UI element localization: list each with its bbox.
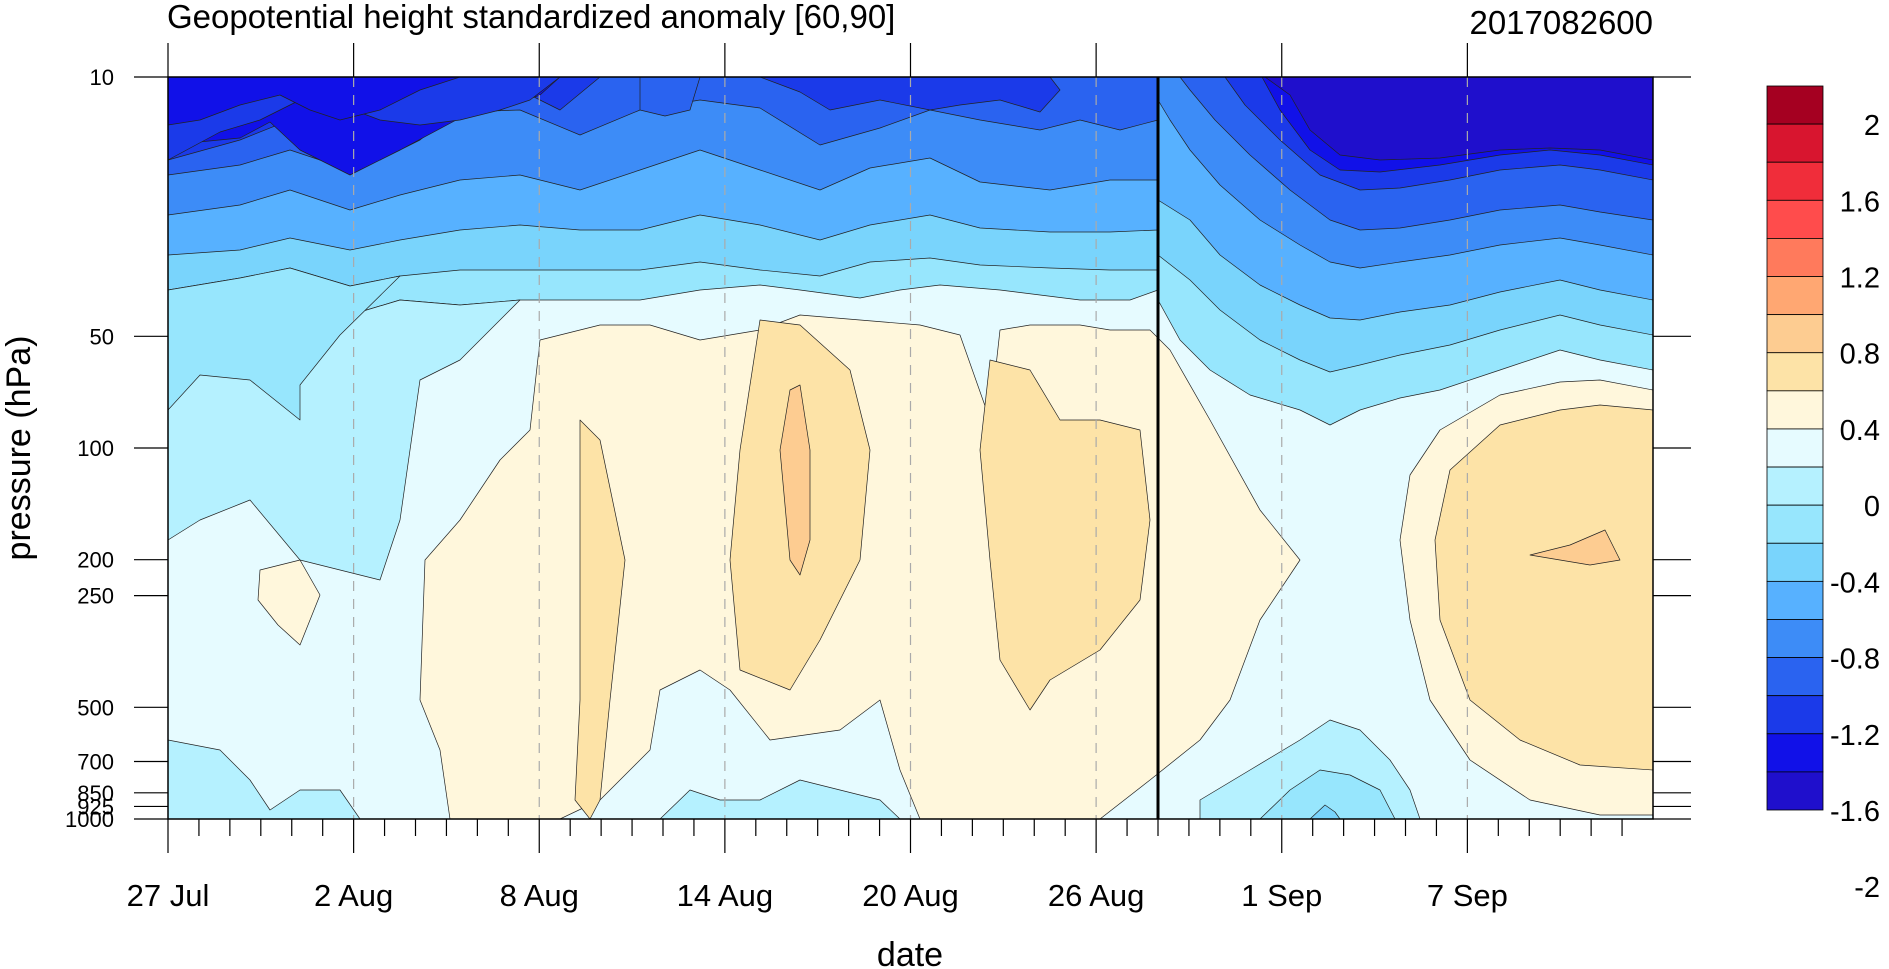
date-gridlines xyxy=(353,77,1468,819)
y-tick-label: 1000 xyxy=(65,807,114,832)
x-tick-label: 7 Sep xyxy=(1427,878,1508,913)
x-tick-label: 27 Jul xyxy=(127,878,210,913)
colorbar-swatch xyxy=(1766,771,1824,811)
chart-date-label: 2017082600 xyxy=(1469,4,1653,41)
colorbar-label: 0.8 xyxy=(1840,339,1880,371)
colorbar-label: -0.4 xyxy=(1830,567,1880,599)
contour-region xyxy=(168,267,401,421)
colorbar-label: 0.4 xyxy=(1840,415,1880,447)
contour-region xyxy=(1529,529,1621,566)
colorbar-swatch xyxy=(1766,199,1824,239)
colorbar-label: 2 xyxy=(1864,110,1880,142)
contour-region xyxy=(1434,404,1653,771)
x-axis: 27 Jul 2 Aug 8 Aug 14 Aug 20 Aug 26 Aug 1 Sep 7… xyxy=(127,43,1623,913)
y-tick-label: 50 xyxy=(90,324,114,349)
y-tick-label: 100 xyxy=(77,436,114,461)
colorbar-label: -2 xyxy=(1854,872,1880,904)
y-tick-label: 200 xyxy=(77,548,114,573)
colorbar-swatch xyxy=(1766,695,1824,735)
y-tick-label: 250 xyxy=(77,584,114,609)
colorbar-label: 1.2 xyxy=(1840,263,1880,295)
contour-region xyxy=(1264,77,1653,161)
contour-region xyxy=(168,77,461,126)
x-tick-label: 2 Aug xyxy=(314,878,393,913)
colorbar-swatch xyxy=(1766,657,1824,697)
colorbar-swatch xyxy=(1766,161,1824,201)
colorbar-swatch xyxy=(1766,619,1824,658)
x-tick-label: 26 Aug xyxy=(1048,878,1145,913)
y-tick-label: 700 xyxy=(77,750,114,775)
contour-region xyxy=(979,359,1151,711)
x-tick-label: 1 Sep xyxy=(1241,878,1322,913)
contour-region xyxy=(1309,804,1341,819)
y-tick-label: 500 xyxy=(77,695,114,720)
colorbar-swatch xyxy=(1766,390,1824,430)
colorbar-swatch xyxy=(1766,466,1824,506)
y-tick-label: 850 xyxy=(77,781,114,806)
contour-region xyxy=(1259,769,1396,819)
contour-region xyxy=(574,419,626,819)
y-tick-label: 10 xyxy=(90,65,114,90)
colorbar-label: -1.2 xyxy=(1830,720,1880,752)
colorbar-label: -1.6 xyxy=(1830,796,1880,828)
x-tick-label: 20 Aug xyxy=(862,878,959,913)
colorbar-label: -0.8 xyxy=(1830,644,1880,676)
contour-region xyxy=(639,77,701,117)
colorbar-label: 0 xyxy=(1864,491,1880,523)
chart-title: Geopotential height standardized anomaly… xyxy=(167,0,895,35)
colorbar-swatch xyxy=(1766,123,1824,163)
y-tick-label: 925 xyxy=(77,794,114,819)
colorbar-swatch xyxy=(1766,276,1824,316)
y-axis-label: pressure (hPa) xyxy=(0,336,38,561)
x-tick-label: 14 Aug xyxy=(677,878,774,913)
colorbar-label: 1.6 xyxy=(1840,186,1880,218)
contour-region xyxy=(779,384,811,576)
colorbar-swatch xyxy=(1766,238,1824,277)
colorbar-swatch xyxy=(1766,85,1824,125)
colorbar-swatch xyxy=(1766,314,1824,354)
contour-region xyxy=(659,779,901,819)
colorbar-swatch xyxy=(1766,504,1824,544)
colorbar-swatch xyxy=(1766,542,1824,582)
colorbar-swatch xyxy=(1766,428,1824,468)
x-axis-label: date xyxy=(877,936,943,969)
colorbar-swatch xyxy=(1766,580,1824,620)
colorbar-swatch xyxy=(1766,733,1824,773)
contour-region xyxy=(168,739,361,819)
contour-region xyxy=(257,559,321,646)
colorbar-swatch xyxy=(1766,352,1824,392)
colorbar: 2 1.6 1.2 0.8 0.4 0 -0.4 -0.8 -1.2 -1.6 -2 xyxy=(1766,85,1880,904)
x-tick-label: 8 Aug xyxy=(500,878,579,913)
